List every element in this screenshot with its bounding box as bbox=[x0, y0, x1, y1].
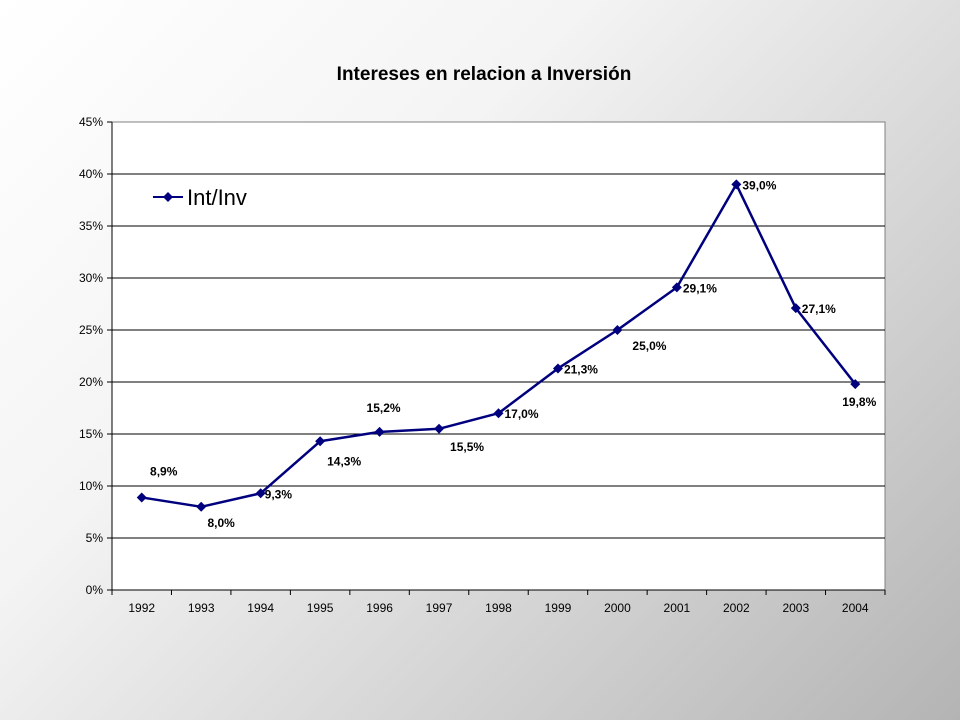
data-label: 25,0% bbox=[632, 339, 666, 353]
y-tick-label: 30% bbox=[79, 271, 103, 285]
data-label: 8,0% bbox=[208, 516, 236, 530]
legend-label: Int/Inv bbox=[187, 185, 247, 210]
x-tick-label: 2002 bbox=[723, 601, 750, 615]
x-tick-label: 1995 bbox=[307, 601, 334, 615]
data-label: 19,8% bbox=[842, 395, 876, 409]
chart-title: Intereses en relacion a Inversión bbox=[337, 64, 632, 85]
data-label: 14,3% bbox=[327, 454, 361, 468]
data-label: 15,5% bbox=[450, 440, 484, 454]
y-axis-ticks: 0% 5% 10% 15% 20% 25% 30% 35% 40% 45% bbox=[79, 115, 113, 597]
data-point bbox=[671, 282, 682, 293]
data-label: 27,1% bbox=[802, 302, 836, 316]
y-tick-label: 25% bbox=[79, 323, 103, 337]
y-tick-label: 5% bbox=[86, 531, 104, 545]
data-point bbox=[315, 436, 326, 447]
x-tick-label: 2004 bbox=[842, 601, 869, 615]
x-tick-label: 1993 bbox=[188, 601, 215, 615]
legend-marker bbox=[163, 192, 173, 202]
x-tick-label: 1999 bbox=[545, 601, 572, 615]
data-point bbox=[196, 501, 207, 512]
x-tick-label: 1996 bbox=[366, 601, 393, 615]
x-tick-label: 1998 bbox=[485, 601, 512, 615]
y-tick-label: 35% bbox=[79, 219, 103, 233]
data-point bbox=[790, 303, 801, 314]
data-point bbox=[493, 408, 504, 419]
x-tick-label: 1992 bbox=[128, 601, 155, 615]
legend: Int/Inv bbox=[153, 185, 247, 210]
data-point bbox=[612, 325, 623, 335]
x-axis-ticks: 1992 1993 1994 1995 1996 1997 1998 1999 2000 2001… bbox=[111, 589, 886, 615]
y-tick-label: 40% bbox=[79, 167, 103, 181]
series-int-inv: 8,9% 8,0% 9,3% 14,3% 15,2% 15,5% 17,0% 21,3% 25,… bbox=[136, 178, 877, 530]
data-label: 17,0% bbox=[505, 407, 539, 421]
y-tick-label: 0% bbox=[86, 583, 104, 597]
y-tick-label: 15% bbox=[79, 427, 103, 441]
data-point bbox=[850, 379, 861, 390]
data-point bbox=[255, 488, 266, 499]
data-point bbox=[731, 179, 742, 190]
data-point bbox=[434, 423, 445, 434]
x-tick-label: 2000 bbox=[604, 601, 631, 615]
y-tick-label: 20% bbox=[79, 375, 103, 389]
x-tick-label: 1994 bbox=[247, 601, 274, 615]
data-point bbox=[136, 492, 147, 503]
data-label: 21,3% bbox=[564, 362, 598, 376]
x-tick-label: 2003 bbox=[782, 601, 809, 615]
data-label: 39,0% bbox=[742, 178, 776, 192]
plot-area bbox=[111, 121, 886, 591]
data-label: 29,1% bbox=[683, 281, 717, 295]
y-tick-label: 10% bbox=[79, 479, 103, 493]
data-label: 15,2% bbox=[367, 401, 401, 415]
data-label: 9,3% bbox=[265, 487, 293, 501]
data-point bbox=[552, 363, 563, 374]
x-tick-label: 2001 bbox=[664, 601, 691, 615]
data-label: 8,9% bbox=[150, 464, 178, 478]
x-tick-label: 1997 bbox=[426, 601, 453, 615]
data-point bbox=[374, 426, 385, 437]
y-tick-label: 45% bbox=[79, 115, 103, 129]
